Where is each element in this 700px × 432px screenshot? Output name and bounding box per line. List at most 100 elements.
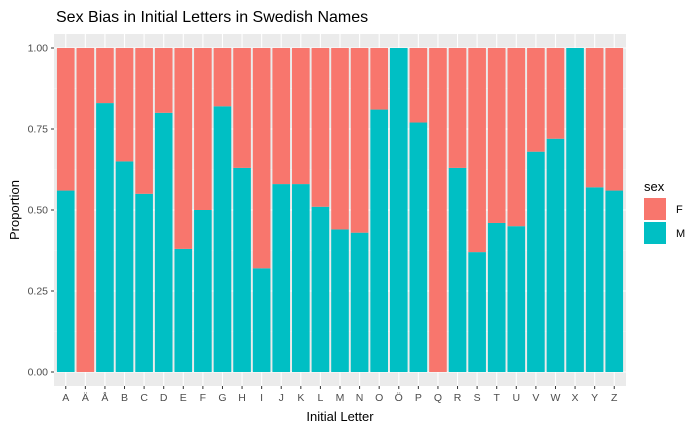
x-tick-label: S [474,392,481,404]
legend-title: sex [644,179,665,194]
x-tick-label: X [572,392,579,404]
x-tick-label: Ö [395,392,403,404]
bar-m [487,222,506,372]
bar-m [448,167,467,372]
bar-m [350,232,369,372]
y-axis-ticks: 0.00 0.25 0.50 0.75 1.00 [28,43,54,379]
x-tick-label: Y [591,392,598,404]
bar-f [154,48,173,113]
bar-m [154,112,173,373]
bar-f [252,48,271,269]
x-tick-label: Z [611,392,618,404]
x-tick-label: K [297,392,304,404]
bar-f [527,48,545,152]
x-tick-label: H [238,392,246,404]
bar-f [585,48,604,188]
bar-f [174,48,193,249]
bar-m [585,187,604,372]
x-tick-label: U [513,392,521,404]
bar-m [194,210,212,372]
bar-m [389,48,408,372]
x-tick-label: J [279,392,284,404]
x-tick-label: C [140,392,148,404]
bar-m [252,268,271,372]
bar-f [487,48,506,223]
x-tick-label: Q [434,392,442,404]
bar-f [233,48,251,168]
x-tick-label: A [62,392,69,404]
y-axis-title: Proportion [7,180,22,240]
bar-f [429,48,447,372]
bar-f [96,48,114,104]
bar-m [272,184,291,372]
y-tick-label: 0.50 [28,205,49,217]
bar-m [115,161,134,372]
bar-f [311,48,330,207]
bar-f [194,48,212,210]
legend-key-m [644,222,666,244]
bar-f [605,48,624,191]
bar-m [605,190,624,372]
bar-m [233,167,251,372]
bar-m [213,106,232,372]
x-tick-label: P [415,392,422,404]
x-tick-label: Ä [82,392,89,404]
legend-label-m: M [676,228,685,240]
bar-m [527,151,545,372]
bar-f [370,48,388,110]
bar-f [135,48,153,194]
x-tick-label: N [356,392,364,404]
bar-f [468,48,486,253]
legend-items: FM [644,198,685,244]
y-tick-label: 0.25 [28,286,49,298]
x-tick-label: F [200,392,206,404]
x-tick-label: Å [101,391,108,404]
y-tick-label: 1.00 [28,43,49,55]
x-tick-label: T [494,392,501,404]
bar-f [448,48,467,168]
x-tick-label: L [317,392,323,404]
bar-f [350,48,369,233]
bar-f [272,48,291,185]
x-tick-label: B [121,392,128,404]
x-tick-label: G [218,392,226,404]
bar-m [468,252,486,372]
bar-m [56,190,75,372]
legend-key-f [644,198,666,220]
bar-m [409,122,428,373]
bar-m [331,229,349,372]
bar-f [76,48,95,372]
x-tick-label: I [260,392,263,404]
bar-m [546,138,565,372]
bar-f [292,48,310,185]
bar-f [546,48,565,139]
bar-f [507,48,526,227]
y-tick-label: 0.75 [28,124,49,136]
legend-label-f: F [676,204,683,216]
bar-m [566,48,584,372]
legend: sex FM [644,179,685,244]
x-tick-label: O [375,392,383,404]
bar-f [213,48,232,107]
x-axis-title: Initial Letter [306,409,374,424]
bar-m [370,109,388,372]
x-tick-label: R [454,392,462,404]
x-tick-label: M [336,392,345,404]
bar-f [409,48,428,123]
bars [56,48,624,373]
bar-m [292,184,310,372]
x-tick-label: V [532,392,539,404]
bar-m [135,193,153,372]
x-tick-label: D [160,392,168,404]
bar-m [311,206,330,372]
chart-title: Sex Bias in Initial Letters in Swedish N… [56,9,368,26]
bar-f [115,48,134,162]
bar-m [96,103,114,372]
bar-m [174,248,193,372]
x-tick-label: E [180,392,187,404]
bar-f [56,48,75,191]
x-tick-label: W [551,392,561,404]
bar-f [331,48,349,230]
